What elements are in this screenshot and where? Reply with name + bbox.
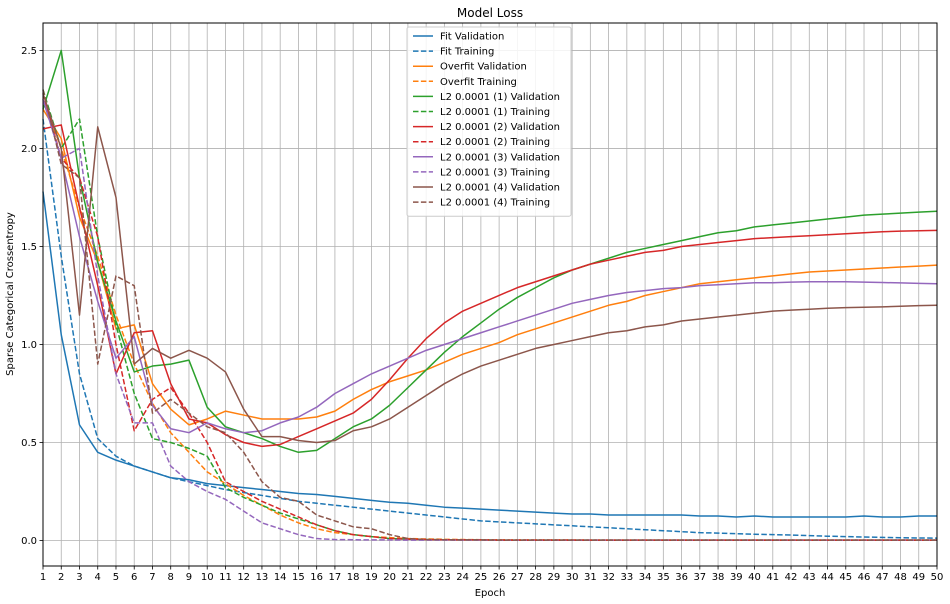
x-tick-label: 30 [566,572,579,583]
x-tick-label: 26 [493,572,506,583]
legend-label: L2 0.0001 (1) Training [440,107,550,118]
legend: Fit Validation Fit Training Overfit Valida… [406,26,572,217]
series-line-10 [42,93,938,444]
series-lines [42,49,938,541]
x-tick-label: 40 [748,572,761,583]
legend-label: L2 0.0001 (4) Training [440,198,550,209]
x-tick-label: 39 [730,572,743,583]
x-tick-label: 48 [894,572,907,583]
x-tick-label: 38 [712,572,725,583]
x-tick-label: 42 [785,572,798,583]
series-line-0 [42,191,937,518]
x-tick-label: 14 [274,572,287,583]
x-tick-label: 47 [876,572,889,583]
x-tick-label: 43 [803,572,816,583]
x-tick-label: 32 [602,572,615,583]
x-tick-label: 11 [219,572,232,583]
x-tick-label: 1 [40,572,46,583]
x-tick-label: 41 [766,572,779,583]
x-tick-label: 31 [584,572,597,583]
x-tick-label: 50 [931,572,944,583]
x-tick-label: 19 [365,572,378,583]
y-tick-label: 1.5 [21,242,37,253]
series-line-4 [42,49,938,454]
y-tick-label: 0.0 [21,536,37,547]
x-tick-label: 33 [620,572,633,583]
x-tick-label: 21 [402,572,415,583]
legend-label: L2 0.0001 (2) Validation [440,122,560,133]
x-tick-label: 16 [310,572,323,583]
plot-frame [42,22,938,567]
x-tick-label: 2 [58,572,64,583]
legend-label: L2 0.0001 (2) Training [440,137,550,148]
x-tick-label: 34 [639,572,652,583]
y-axis-label: Sparse Categorical Crossentropy [5,212,16,376]
x-tick-label: 8 [168,572,174,583]
legend-label: Overfit Validation [440,62,527,73]
legend-box [406,26,572,217]
x-tick-label: 28 [529,572,542,583]
x-tick-label: 10 [201,572,214,583]
x-tick-label: 5 [113,572,119,583]
x-tick-label: 23 [438,572,451,583]
x-tick-label: 36 [675,572,688,583]
legend-label: Fit Training [440,47,494,58]
legend-label: L2 0.0001 (3) Validation [440,152,560,163]
series-line-7 [42,93,937,541]
x-tick-label: 49 [912,572,925,583]
x-tick-label: 29 [547,572,560,583]
chart-title: Model Loss [457,6,523,20]
legend-label: L2 0.0001 (3) Training [440,167,550,178]
series-line-11 [42,89,937,541]
series-line-2 [42,108,938,426]
x-axis-ticks: 1 2 3 4 5 6 7 8 9 10 11 12 13 14 15 16 17 18 19 20 21 22 23 24 2… [40,566,944,583]
x-tick-label: 24 [456,572,469,583]
x-tick-label: 9 [186,572,192,583]
series-line-1 [42,118,938,539]
series-line-6 [42,124,938,448]
x-tick-label: 13 [256,572,269,583]
y-tick-label: 1.0 [21,340,37,351]
legend-label: Overfit Training [440,77,517,88]
x-tick-label: 27 [511,572,524,583]
x-tick-label: 25 [475,572,488,583]
x-tick-label: 22 [420,572,433,583]
x-tick-label: 37 [693,572,706,583]
legend-label: L2 0.0001 (4) Validation [440,183,560,194]
x-tick-label: 4 [95,572,101,583]
x-tick-label: 35 [657,572,670,583]
series-line-8 [42,99,938,434]
x-tick-label: 7 [149,572,155,583]
y-tick-label: 2.5 [21,46,37,57]
legend-label: Fit Validation [440,32,504,43]
x-tick-label: 6 [131,572,137,583]
legend-label: L2 0.0001 (1) Validation [440,92,560,103]
x-tick-label: 44 [821,572,834,583]
x-tick-label: 18 [347,572,360,583]
x-tick-label: 45 [839,572,852,583]
x-tick-label: 17 [329,572,342,583]
y-tick-label: 0.5 [21,438,37,449]
x-tick-label: 15 [292,572,305,583]
x-tick-label: 20 [383,572,396,583]
y-tick-label: 2.0 [21,144,37,155]
x-tick-label: 3 [76,572,82,583]
x-tick-label: 12 [237,572,250,583]
y-axis-ticks: 0.0 0.5 1.0 1.5 2.0 2.5 [21,46,43,547]
x-axis-label: Epoch [475,588,506,599]
x-tick-label: 46 [858,572,871,583]
